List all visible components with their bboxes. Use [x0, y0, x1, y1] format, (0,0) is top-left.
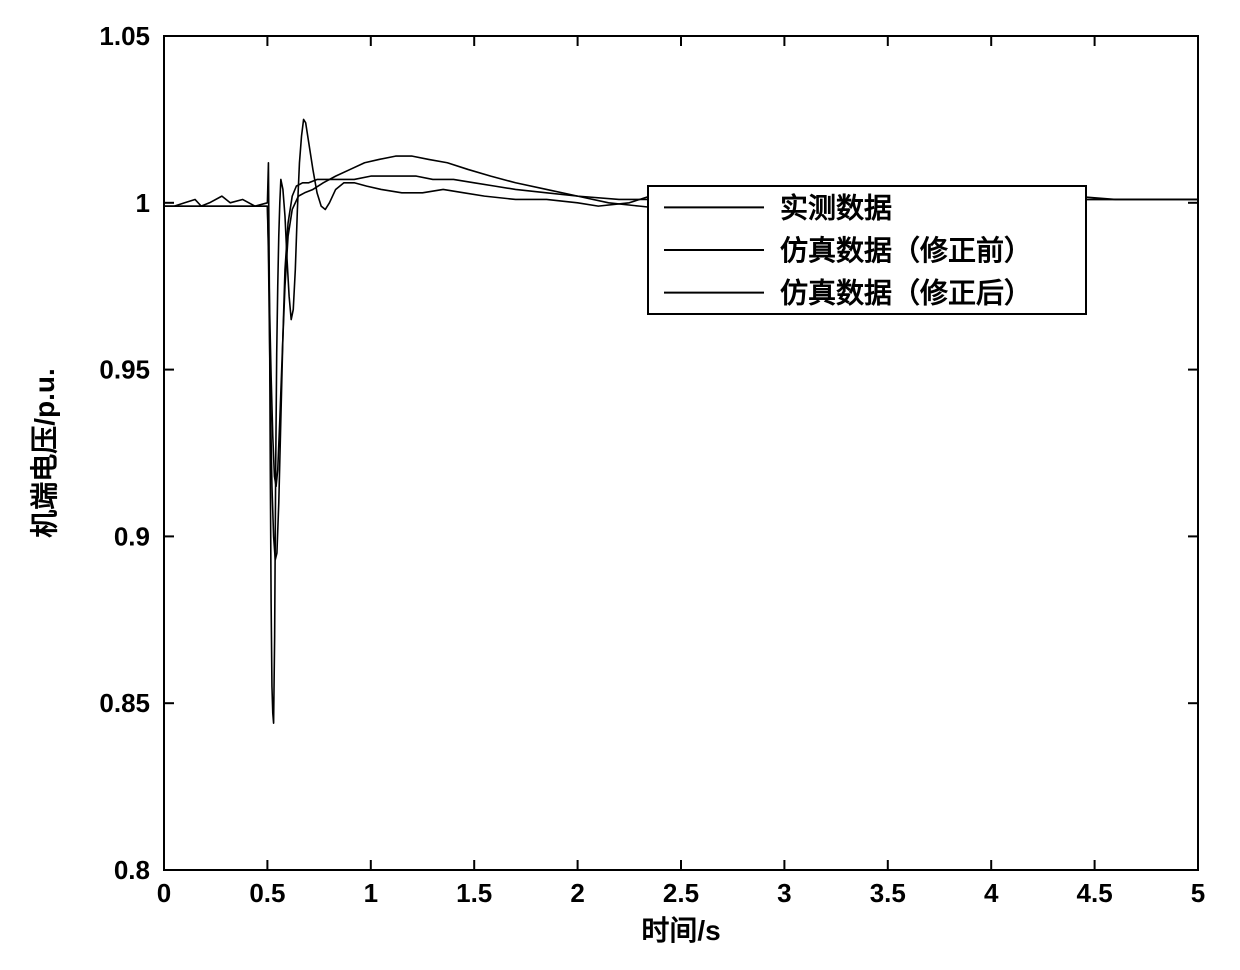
y-tick-label: 0.85 [99, 688, 150, 718]
x-tick-label: 1.5 [456, 878, 492, 908]
x-tick-label: 3.5 [870, 878, 906, 908]
x-tick-label: 2 [570, 878, 584, 908]
legend-label: 实测数据 [780, 191, 892, 223]
y-tick-label: 1 [136, 188, 150, 218]
x-tick-label: 2.5 [663, 878, 699, 908]
y-tick-label: 0.95 [99, 355, 150, 385]
legend-label: 仿真数据（修正前） [780, 234, 1032, 266]
line-chart: 0 0.5 1 1.5 2 2.5 3 3.5 4 4.5 5 0.8 0.85 0.9 0.95 1 1.05… [0, 0, 1240, 970]
x-tick-label: 5 [1191, 878, 1205, 908]
y-tick-label: 0.8 [114, 855, 150, 885]
x-tick-label: 4.5 [1077, 878, 1113, 908]
chart-container: 0 0.5 1 1.5 2 2.5 3 3.5 4 4.5 5 0.8 0.85 0.9 0.95 1 1.05… [0, 0, 1240, 970]
y-tick-label: 1.05 [99, 21, 150, 51]
x-tick-label: 3 [777, 878, 791, 908]
legend-label: 仿真数据（修正后） [780, 277, 1032, 309]
x-axis-label: 时间/s [641, 915, 720, 946]
x-tick-label: 1 [364, 878, 378, 908]
x-tick-label: 4 [984, 878, 999, 908]
y-tick-label: 0.9 [114, 521, 150, 551]
x-tick-label: 0 [157, 878, 171, 908]
y-axis-label: 机端电压/p.u. [29, 368, 60, 538]
x-tick-label: 0.5 [249, 878, 285, 908]
